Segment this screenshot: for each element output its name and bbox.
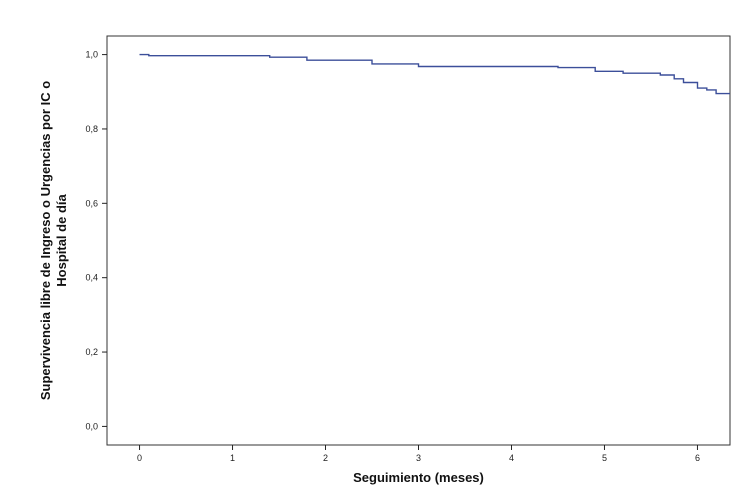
y-tick-label: 1,0: [85, 50, 98, 60]
y-tick-label: 0,0: [85, 421, 98, 431]
y-axis-ticks: 0,0 0,2 0,4 0,6 0,8 1,0: [85, 50, 107, 431]
y-tick-label: 0,4: [85, 273, 98, 283]
series-layer: [139, 53, 730, 95]
y-tick-label: 0,6: [85, 198, 98, 208]
y-axis-title-line-2: Hospital de día: [54, 194, 69, 287]
y-axis-title-line-1: Supervivencia libre de Ingreso o Urgenci…: [38, 81, 53, 400]
y-axis-title: Supervivencia libre de Ingreso o Urgenci…: [38, 81, 69, 400]
x-tick-label: 4: [509, 453, 514, 463]
x-tick-label: 5: [602, 453, 607, 463]
x-axis-title: Seguimiento (meses): [353, 470, 484, 485]
y-tick-label: 0,8: [85, 124, 98, 134]
x-tick-label: 1: [230, 453, 235, 463]
plot-frame: [106, 35, 731, 446]
x-tick-label: 6: [695, 453, 700, 463]
x-axis-ticks: 0 1 2 3 4 5 6: [137, 445, 700, 463]
x-tick-label: 3: [416, 453, 421, 463]
x-tick-label: 0: [137, 453, 142, 463]
x-tick-label: 2: [323, 453, 328, 463]
survival-curve: [139, 53, 730, 95]
y-tick-label: 0,2: [85, 347, 98, 357]
